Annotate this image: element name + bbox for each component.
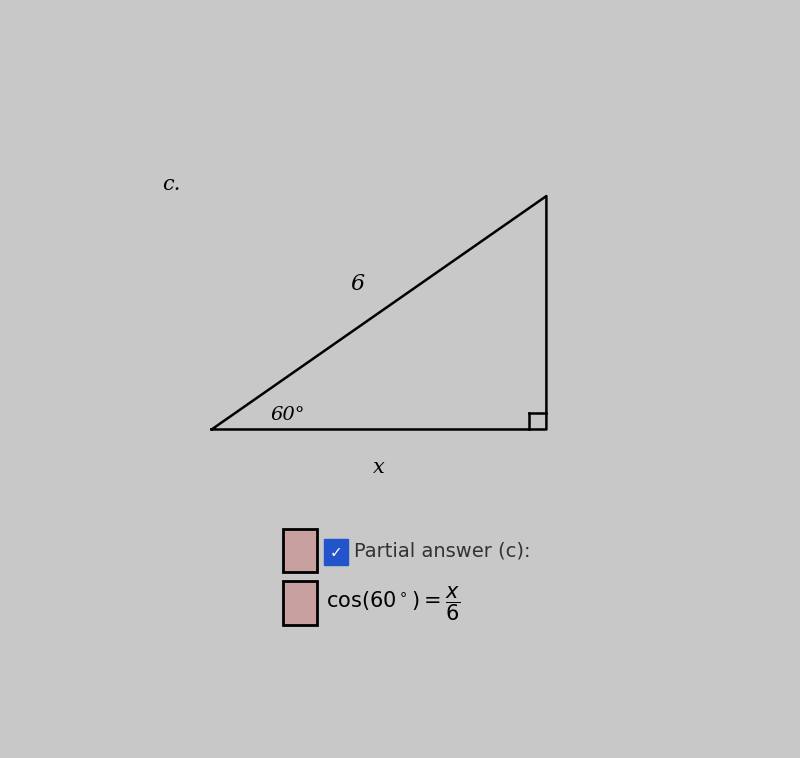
- Text: x: x: [373, 458, 385, 477]
- Text: 6: 6: [350, 273, 364, 295]
- Text: 60°: 60°: [270, 406, 305, 424]
- Text: c.: c.: [162, 175, 180, 194]
- Bar: [283, 581, 317, 625]
- Text: Partial answer (c):: Partial answer (c):: [354, 541, 530, 560]
- Bar: [283, 529, 317, 572]
- Bar: [325, 539, 348, 565]
- Text: $\mathrm{cos}(60^\circ) = \dfrac{x}{6}$: $\mathrm{cos}(60^\circ) = \dfrac{x}{6}$: [326, 584, 461, 622]
- Text: ✓: ✓: [330, 545, 342, 560]
